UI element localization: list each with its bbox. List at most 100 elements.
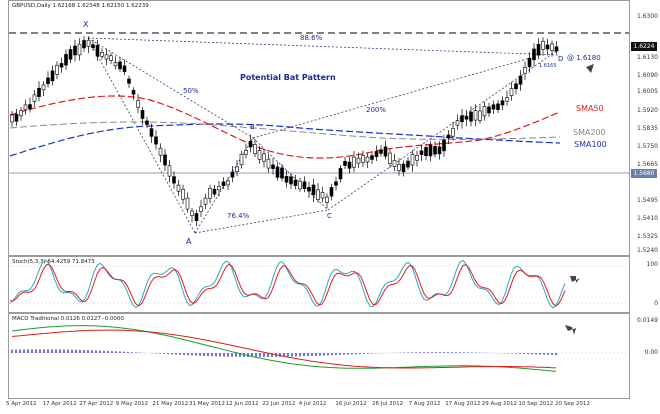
candle-body bbox=[41, 84, 46, 91]
price-tick: 1.6130 bbox=[637, 54, 658, 61]
macd-hist-bar bbox=[543, 353, 545, 355]
macd-hist-bar bbox=[91, 350, 93, 353]
price-tick: 1.5495 bbox=[637, 197, 658, 204]
candle-body bbox=[266, 158, 271, 169]
candle-body bbox=[95, 44, 100, 57]
macd-hist-bar bbox=[15, 349, 17, 353]
macd-hist-bar bbox=[83, 349, 85, 353]
macd-hist-bar bbox=[427, 352, 429, 353]
date-tick: 5 Apr 2012 bbox=[6, 401, 37, 407]
candle-body bbox=[275, 166, 280, 178]
macd-hist-bar bbox=[315, 353, 317, 356]
date-tick: 31 May 2012 bbox=[189, 401, 225, 407]
price-tick: 1.5750 bbox=[637, 143, 658, 150]
date-tick: 17 Aug 2012 bbox=[445, 401, 481, 407]
macd-hist-bar bbox=[443, 352, 445, 353]
macd-hist-bar bbox=[515, 353, 517, 354]
price-candles bbox=[10, 36, 559, 227]
candle-body bbox=[262, 153, 266, 162]
price-tick: 1.5835 bbox=[637, 125, 658, 132]
candle-body bbox=[460, 115, 464, 123]
candle-body bbox=[109, 55, 113, 61]
candle-body bbox=[280, 167, 284, 179]
candle-body bbox=[127, 78, 131, 84]
symbol-info: GBPUSD,Daily 1.62168 1.62348 1.62150 1.6… bbox=[12, 3, 149, 9]
candle-body bbox=[505, 97, 509, 102]
macd-hist-bar bbox=[39, 349, 41, 353]
candle-body bbox=[176, 184, 181, 192]
macd-hist-bar bbox=[267, 353, 269, 357]
candle-body bbox=[284, 176, 289, 183]
date-tick: 29 Aug 2012 bbox=[481, 401, 518, 407]
candle-body bbox=[550, 43, 554, 52]
candle-body bbox=[91, 44, 95, 48]
candle-body bbox=[118, 61, 122, 70]
macd-hist-bar bbox=[279, 353, 281, 357]
candle-body bbox=[131, 90, 136, 95]
candle-body bbox=[316, 189, 320, 200]
candle-body bbox=[455, 120, 460, 126]
macd-hist-bar bbox=[367, 353, 369, 354]
macd-hist-bar bbox=[87, 350, 89, 353]
candle-body bbox=[527, 57, 532, 68]
price-pane[interactable] bbox=[8, 0, 630, 256]
candle-body bbox=[239, 153, 244, 166]
candle-body bbox=[514, 83, 518, 90]
candle-body bbox=[298, 180, 302, 190]
candle-body bbox=[212, 188, 217, 195]
macd-hist-bar bbox=[271, 353, 273, 357]
candle-body bbox=[545, 44, 550, 50]
macd-hist-bar bbox=[211, 353, 213, 357]
macd-hist-bar bbox=[535, 353, 537, 355]
macd-tick: 0.00 bbox=[644, 349, 658, 356]
candle-body bbox=[149, 128, 154, 137]
stoch-tick: 100 bbox=[646, 261, 658, 268]
candle-body bbox=[163, 154, 167, 166]
macd-hist-bar bbox=[67, 349, 69, 353]
candle-body bbox=[428, 144, 433, 157]
macd-hist-bar bbox=[71, 349, 73, 353]
macd-hist-bar bbox=[191, 353, 193, 356]
point-x-label: X bbox=[83, 20, 89, 29]
macd-hist-bar bbox=[343, 353, 345, 355]
candle-body bbox=[311, 184, 316, 196]
stochastic-pane[interactable] bbox=[8, 256, 630, 313]
candle-body bbox=[518, 75, 523, 85]
macd-hist-bar bbox=[551, 353, 553, 356]
macd-hist-bar bbox=[539, 353, 541, 355]
candle-body bbox=[140, 110, 145, 119]
candle-body bbox=[271, 164, 275, 169]
date-tick: 7 Aug 2012 bbox=[408, 401, 441, 407]
stochastic-chart bbox=[9, 259, 629, 309]
macd-hist-bar bbox=[307, 353, 309, 357]
macd-hist-bar bbox=[227, 353, 229, 357]
macd-arrow-icon bbox=[565, 325, 576, 335]
candle-body bbox=[19, 110, 23, 117]
candle-body bbox=[500, 100, 505, 106]
candle-body bbox=[217, 186, 221, 191]
candle-body bbox=[442, 139, 446, 152]
macd-hist-bar bbox=[35, 349, 37, 353]
date-tick: 20 Sep 2012 bbox=[555, 401, 590, 407]
candle-body bbox=[77, 43, 82, 56]
candle-body bbox=[190, 210, 194, 216]
macd-hist-bar bbox=[407, 352, 409, 353]
macd-hist-bar bbox=[431, 352, 433, 353]
date-tick: 21 May 2012 bbox=[152, 401, 189, 407]
price-axis: 1.6300 1.6130 1.6090 1.6005 1.5920 1.583… bbox=[630, 0, 660, 256]
sma100-line bbox=[9, 123, 561, 157]
price-tick: 1.5665 bbox=[637, 161, 658, 168]
macd-line bbox=[11, 325, 557, 372]
macd-hist-bar bbox=[531, 353, 533, 355]
candle-body bbox=[334, 181, 338, 186]
sma50-label: SMA50 bbox=[576, 104, 604, 113]
macd-signal-line bbox=[11, 329, 557, 369]
candle-body bbox=[23, 104, 28, 111]
macd-hist-bar bbox=[199, 353, 201, 356]
fib-200-label: 200% bbox=[366, 106, 387, 114]
fib-764-label: 76.4% bbox=[227, 212, 250, 220]
macd-hist-bar bbox=[303, 353, 305, 357]
macd-hist-bar bbox=[251, 353, 253, 358]
date-tick: 4 Jul 2012 bbox=[298, 401, 327, 407]
macd-hist-bar bbox=[207, 353, 209, 357]
